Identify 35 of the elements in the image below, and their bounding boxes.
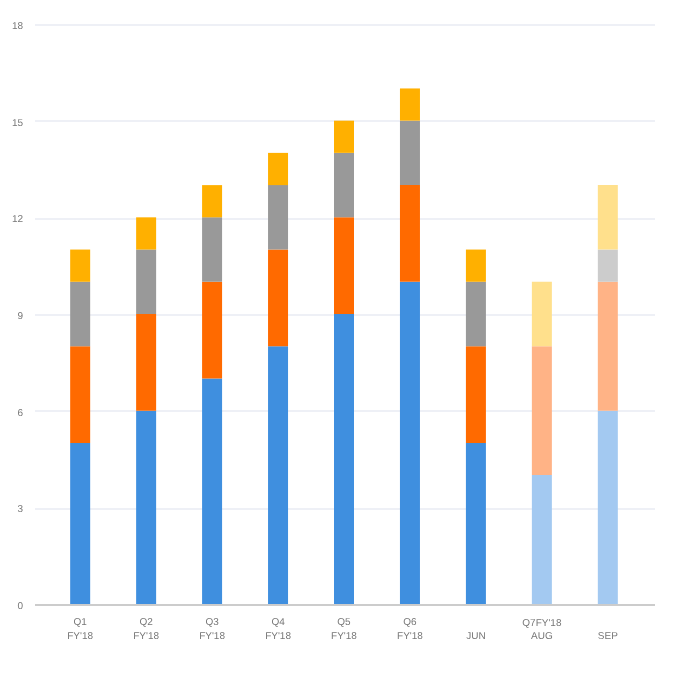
bar [136, 314, 157, 411]
bar [268, 152, 289, 186]
bar [531, 475, 552, 604]
bar [399, 185, 420, 282]
bar [465, 249, 486, 282]
bar [597, 185, 618, 250]
bar [268, 346, 289, 604]
bar [465, 346, 486, 443]
bar [202, 281, 223, 379]
bar [531, 346, 552, 476]
bar [334, 217, 354, 314]
bar [334, 314, 354, 604]
bar [597, 249, 618, 282]
bar [70, 281, 91, 347]
bar [202, 378, 223, 604]
bar [465, 442, 486, 604]
bar [70, 346, 91, 443]
bar [597, 281, 618, 411]
bar [399, 281, 420, 604]
bar [334, 120, 354, 153]
bar [531, 281, 552, 347]
bar [202, 217, 223, 282]
bar [136, 410, 157, 604]
bar [136, 249, 157, 314]
bar [136, 217, 157, 250]
bar [70, 249, 91, 282]
bar [268, 249, 289, 347]
bar [399, 120, 420, 186]
bar [268, 185, 289, 250]
bar [399, 88, 420, 121]
bar [202, 185, 223, 218]
bar [70, 442, 91, 604]
bar [465, 281, 486, 347]
bar [334, 152, 354, 218]
bar [597, 410, 618, 604]
